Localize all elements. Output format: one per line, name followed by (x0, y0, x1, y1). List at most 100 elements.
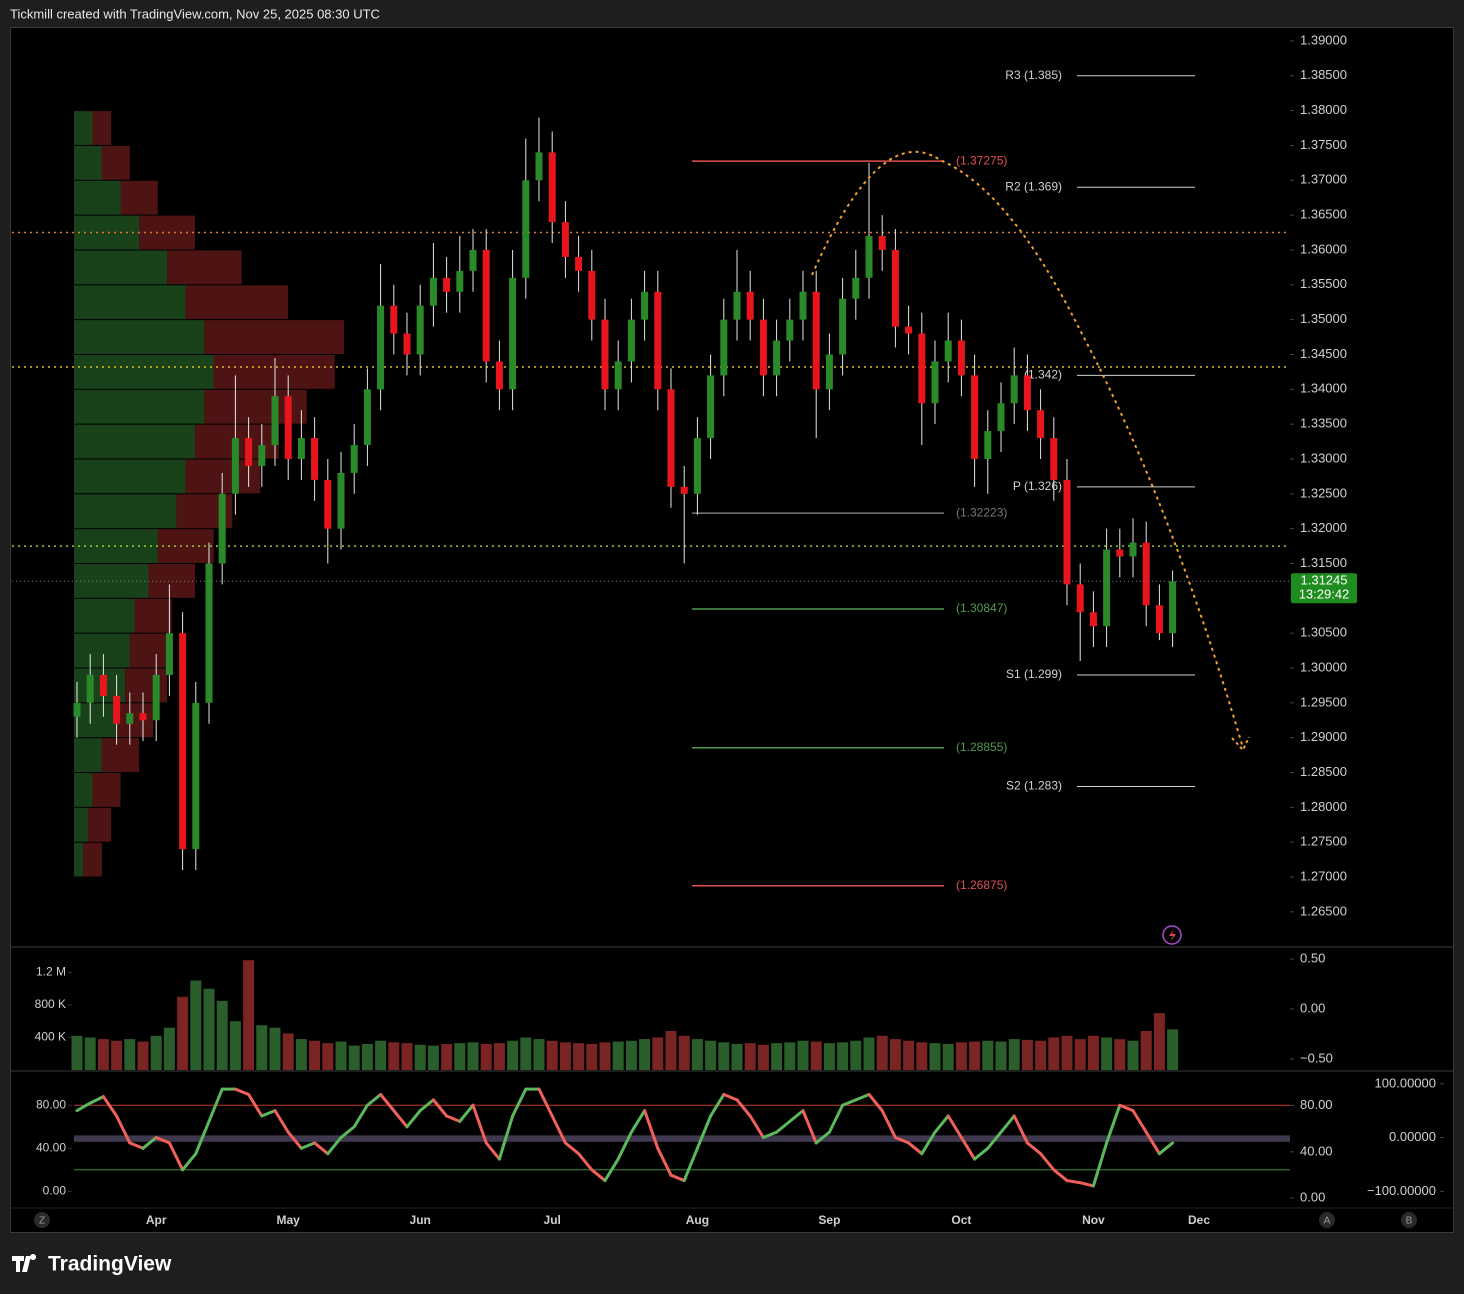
osc-segment (761, 1130, 779, 1140)
candle-body (443, 277, 451, 292)
candle-body (86, 674, 94, 703)
profile-up (74, 738, 102, 773)
profile-up (74, 320, 205, 354)
profile-down (204, 320, 344, 354)
profile-up (74, 285, 186, 320)
profile-up (74, 111, 93, 145)
candle-body (693, 438, 701, 494)
profile-up (74, 598, 135, 633)
profile-up (74, 842, 84, 877)
volume-bar (150, 1035, 162, 1070)
candle-body (271, 396, 279, 446)
x-tick-label: Oct (951, 1213, 971, 1227)
y-tick-label: 1.37000 (1300, 172, 1347, 187)
scale-button-label: Z (39, 1216, 45, 1227)
y-tick-label: 40.00 (36, 1140, 66, 1154)
y-tick-label: 1.33000 (1300, 450, 1347, 465)
volume-bar (718, 1042, 730, 1070)
osc-segment (273, 1109, 290, 1134)
volume-bar (507, 1040, 519, 1070)
volume-bar (1074, 1039, 1086, 1070)
osc-segment (484, 1141, 501, 1161)
volume-bar (533, 1039, 545, 1070)
volume-bar (84, 1037, 96, 1070)
candle-body (482, 249, 490, 362)
osc-segment (154, 1136, 171, 1145)
volume-bar (493, 1043, 505, 1070)
osc-segment (827, 1103, 845, 1134)
logo: TradingView (12, 1253, 172, 1276)
scale-button[interactable] (1319, 1212, 1335, 1228)
volume-bar (97, 1039, 109, 1070)
volume-bar (1114, 1039, 1126, 1070)
osc-segment (656, 1146, 673, 1177)
candle-body (311, 438, 319, 480)
volume-bar (427, 1045, 439, 1070)
volume-bar (916, 1042, 928, 1070)
candle-body (746, 291, 754, 320)
osc-segment (893, 1136, 911, 1145)
header: Tickmill created with TradingView.com, N… (10, 6, 380, 21)
scale-button[interactable] (1401, 1212, 1417, 1228)
y-tick-label: 1.38000 (1300, 102, 1347, 117)
osc-segment (1144, 1130, 1161, 1156)
candle-body (891, 249, 899, 327)
osc-segment (511, 1087, 528, 1118)
profile-up (74, 145, 102, 180)
y-tick-label: 80.00 (36, 1097, 66, 1111)
pivot-label: S2 (1.283) (1006, 779, 1062, 793)
osc-segment (405, 1109, 422, 1129)
scale-button[interactable] (34, 1212, 50, 1228)
osc-segment (379, 1092, 396, 1113)
volume-bar (784, 1042, 796, 1070)
osc-segment (616, 1130, 633, 1161)
profile-up (74, 459, 186, 494)
profile-down (83, 842, 102, 877)
candle-body (509, 277, 517, 390)
candle-body (469, 249, 477, 271)
profile-up (74, 633, 130, 668)
profile-up (74, 563, 149, 598)
osc-segment (167, 1141, 185, 1172)
osc-segment (880, 1109, 897, 1140)
profile-up (74, 703, 116, 738)
profile-up (74, 389, 205, 424)
volume-bar (1167, 1029, 1179, 1070)
osc-segment (695, 1114, 713, 1150)
y-tick-label: 1.30000 (1300, 659, 1347, 674)
profile-up (74, 250, 168, 285)
candle-body (350, 445, 358, 473)
volume-bar (124, 1039, 136, 1070)
volume-bar (573, 1043, 585, 1070)
volume-bar (625, 1040, 637, 1070)
volume-bar (269, 1027, 281, 1070)
x-tick-label: Apr (146, 1213, 167, 1227)
candle-body (1037, 410, 1045, 439)
y3-tick-label: 100.00000 (1375, 1075, 1436, 1090)
osc-segment (590, 1168, 607, 1183)
volume-bar (454, 1043, 466, 1070)
osc-segment (709, 1092, 726, 1118)
osc-segment (669, 1173, 686, 1183)
osc-segment (88, 1095, 105, 1105)
osc-segment (933, 1114, 950, 1134)
volume-bar (823, 1043, 835, 1070)
candle-body (377, 305, 385, 390)
y-tick-label: 1.29500 (1300, 694, 1347, 709)
osc-segment (735, 1098, 752, 1118)
volume-bar (744, 1043, 756, 1070)
volume-bar (797, 1040, 809, 1070)
volume-bar (137, 1041, 149, 1070)
volume-bar (111, 1040, 123, 1070)
osc-segment (788, 1109, 805, 1123)
candle-body (245, 438, 253, 466)
x-tick-label: Aug (686, 1213, 709, 1227)
candle-body (733, 291, 741, 320)
volume-bar (375, 1040, 387, 1070)
y-tick-label: 1.38500 (1300, 67, 1347, 82)
profile-up (74, 215, 140, 250)
alert-icon[interactable] (1162, 925, 1182, 945)
y-tick-label: 1.29000 (1300, 729, 1347, 744)
candle-body (284, 396, 292, 459)
